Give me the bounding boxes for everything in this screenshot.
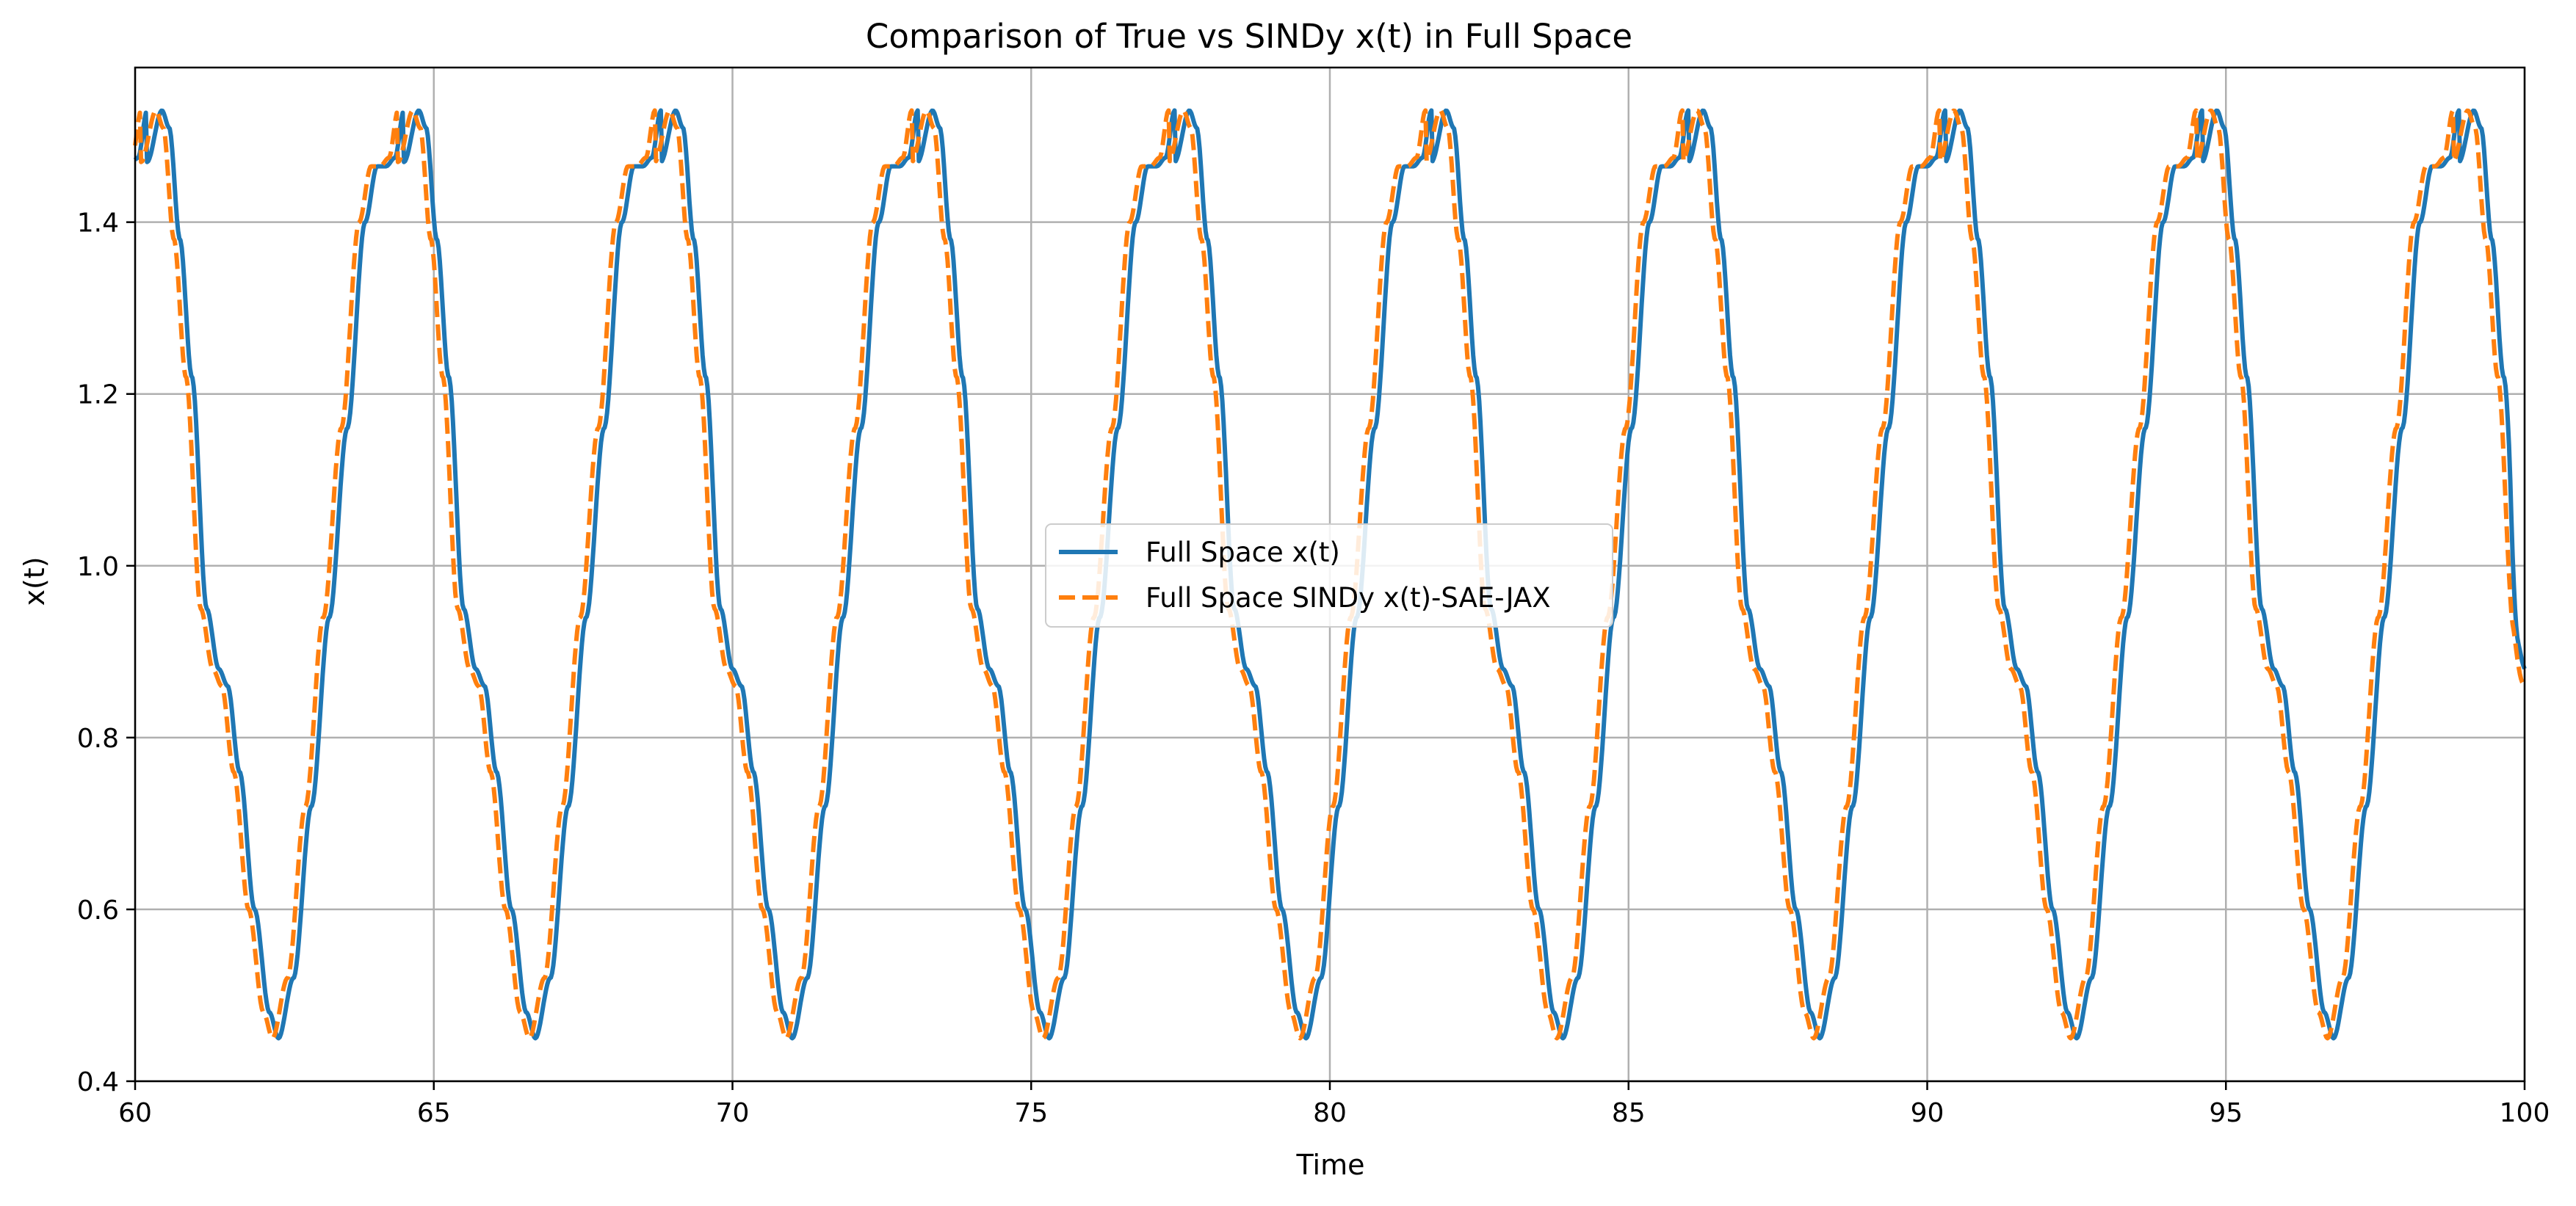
x-tick-label: 65 xyxy=(417,1098,451,1128)
legend-box xyxy=(1045,523,1613,628)
plot-frame xyxy=(134,66,2526,1083)
y-tick-label: 0.6 xyxy=(77,896,119,926)
chart-title: Comparison of True vs SINDy x(t) in Full… xyxy=(866,17,1632,56)
x-tick-label: 80 xyxy=(1313,1098,1347,1128)
x-tick-label: 100 xyxy=(2500,1098,2550,1128)
y-tick-label: 0.4 xyxy=(77,1067,119,1097)
x-tick-label: 85 xyxy=(1612,1098,1646,1128)
y-axis-label: x(t) xyxy=(18,556,51,606)
y-tick-label: 1.2 xyxy=(77,380,119,410)
x-tick-label: 90 xyxy=(1911,1098,1944,1128)
axis-ticks: 60 65 70 75 80 85 90 95 100 0.4 0.6 0.8 1.0 1.2 1.4 xyxy=(77,208,2550,1128)
legend-label-true: Full Space x(t) xyxy=(1146,537,1340,568)
series-lines xyxy=(133,108,2527,1041)
legend-label-sindy: Full Space SINDy x(t)-SAE-JAX xyxy=(1146,582,1551,614)
x-tick-label: 70 xyxy=(716,1098,750,1128)
x-tick-label: 60 xyxy=(118,1098,152,1128)
y-tick-label: 0.8 xyxy=(77,724,119,754)
x-axis-label: Time xyxy=(1296,1149,1365,1181)
y-tick-label: 1.0 xyxy=(77,552,119,582)
x-tick-label: 95 xyxy=(2209,1098,2243,1128)
y-tick-label: 1.4 xyxy=(77,208,119,239)
legend: Full Space x(t) Full Space SINDy x(t)-SA… xyxy=(1045,523,1613,628)
series-line-sindy xyxy=(133,108,2527,1041)
x-tick-label: 75 xyxy=(1014,1098,1048,1128)
